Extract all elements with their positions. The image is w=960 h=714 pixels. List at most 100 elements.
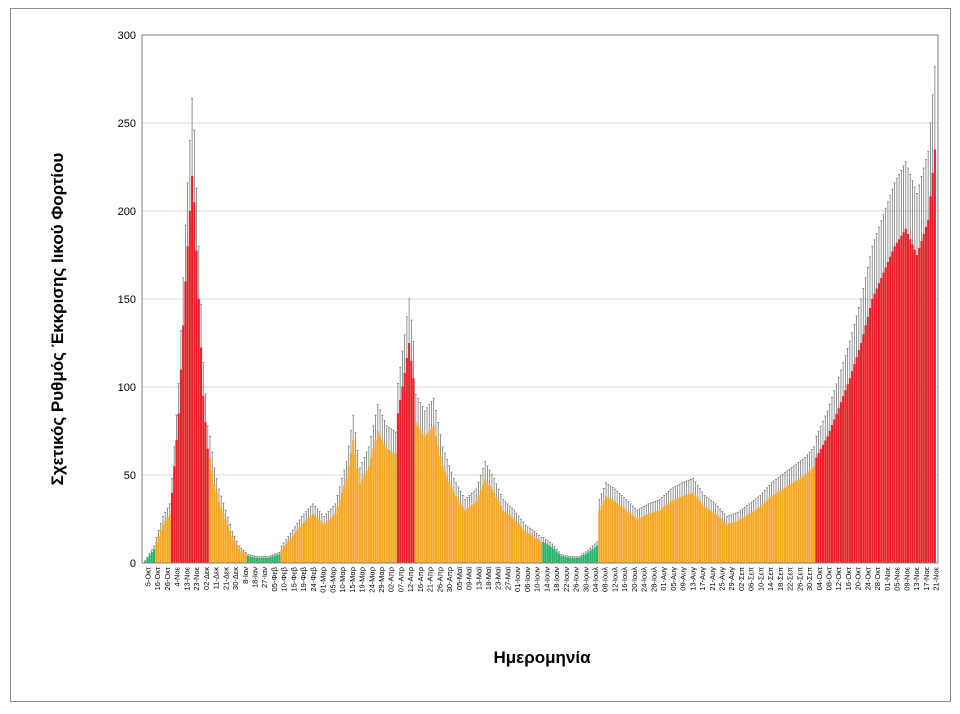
x-tick-label: 15-Μαρ [348, 567, 357, 593]
bar [815, 457, 818, 563]
bar [479, 489, 482, 563]
bar [383, 444, 386, 563]
bar [490, 489, 493, 563]
x-tick-label: 13-Νοε [912, 566, 921, 590]
bar [783, 487, 787, 563]
bar [844, 390, 847, 563]
x-tick-label: 10-Ιουν [533, 567, 542, 592]
x-tick-label: 28-Ιουλ [649, 567, 658, 592]
bar [730, 522, 733, 563]
bar [280, 548, 283, 563]
bar [267, 557, 270, 563]
bar [235, 544, 238, 563]
bar [728, 523, 731, 563]
bar [857, 350, 860, 563]
bar [804, 475, 807, 563]
bar [144, 561, 147, 563]
bar [880, 277, 883, 563]
bar [886, 262, 889, 563]
bar [300, 524, 303, 563]
bar [627, 511, 630, 563]
x-axis-ticks: 5-Οκτ 16-Οκτ 26-Οκτ 4-Νοε 13-Νοε 23-Νοε 02-Δεκ… [144, 566, 941, 592]
y-axis-ticks: 0 50 100 150 200 250 300 [118, 30, 136, 570]
x-tick-label: 05-Αυγ [669, 567, 678, 591]
bar [244, 554, 247, 563]
bar [884, 267, 887, 563]
bar [821, 444, 825, 563]
chart-frame: 0 50 100 150 200 250 300 5-Οκτ 16-Οκτ 26-Οκτ 4-Νο… [10, 8, 951, 702]
bar [247, 555, 250, 563]
bar [544, 543, 547, 563]
bar [430, 428, 433, 563]
bar [157, 536, 160, 563]
bar [830, 425, 833, 563]
bar [631, 515, 634, 563]
x-tick-label: 19-Φεβ [299, 566, 308, 591]
bar [902, 232, 905, 563]
bar [296, 529, 299, 563]
x-tick-label: 24-Οκτ [863, 567, 872, 590]
bar [486, 482, 489, 563]
bar [278, 554, 281, 563]
bar [810, 468, 813, 563]
x-tick-label: 30-Απρ [445, 567, 454, 592]
bar [177, 413, 180, 563]
bar [833, 419, 836, 563]
x-tick-label: 21-Αυγ [708, 567, 717, 591]
bar [264, 557, 267, 563]
bar-series [144, 149, 936, 564]
bar [553, 549, 556, 563]
bar [797, 479, 800, 563]
bar [197, 299, 200, 563]
bar [862, 334, 865, 563]
bar [602, 500, 605, 563]
bar [338, 499, 341, 563]
bar [502, 510, 505, 563]
bar [226, 524, 229, 563]
bar [457, 499, 460, 563]
bar [584, 553, 587, 563]
x-tick-label: 30-Δεκ [231, 567, 240, 590]
bar [370, 457, 373, 563]
bar [703, 506, 706, 563]
bar [255, 557, 259, 563]
x-tick-label: 12-Απρ [406, 567, 415, 592]
bar [725, 524, 728, 563]
bar [340, 492, 344, 563]
x-tick-label: 08-Ιουλ [601, 567, 610, 592]
x-tick-label: 17-Αυγ [698, 567, 707, 591]
bar [188, 211, 191, 563]
bar [305, 520, 308, 563]
bar [864, 325, 867, 563]
bar [477, 495, 480, 563]
bar [417, 425, 420, 563]
bar [837, 408, 840, 563]
bar [920, 240, 923, 564]
bar [759, 506, 762, 563]
bar [669, 501, 672, 563]
x-tick-label: 18-Ιουν [552, 567, 561, 592]
bar [656, 510, 659, 563]
x-tick-label: 23-Μαϊ [494, 567, 503, 590]
bar [604, 496, 608, 563]
bar [573, 557, 576, 563]
x-tick-label: 30-Σεπ [805, 567, 814, 591]
bar [674, 499, 677, 563]
bar [540, 541, 543, 563]
x-tick-label: 19-Μαρ [358, 567, 367, 593]
bar [461, 506, 464, 563]
bar [443, 471, 446, 563]
bar [707, 509, 710, 563]
x-tick-label: 24-Ιουλ [640, 567, 649, 592]
bar [146, 558, 149, 563]
x-tick-label: 09-Μαϊ [465, 567, 474, 590]
bar [790, 483, 793, 563]
bar [569, 557, 572, 563]
bar [598, 510, 601, 563]
bar [349, 452, 352, 563]
bar [191, 175, 194, 564]
bar [208, 457, 212, 563]
bar [853, 364, 856, 563]
x-tick-label: 05-Μαρ [328, 567, 337, 593]
x-tick-label: 16-Οκτ [844, 567, 853, 590]
